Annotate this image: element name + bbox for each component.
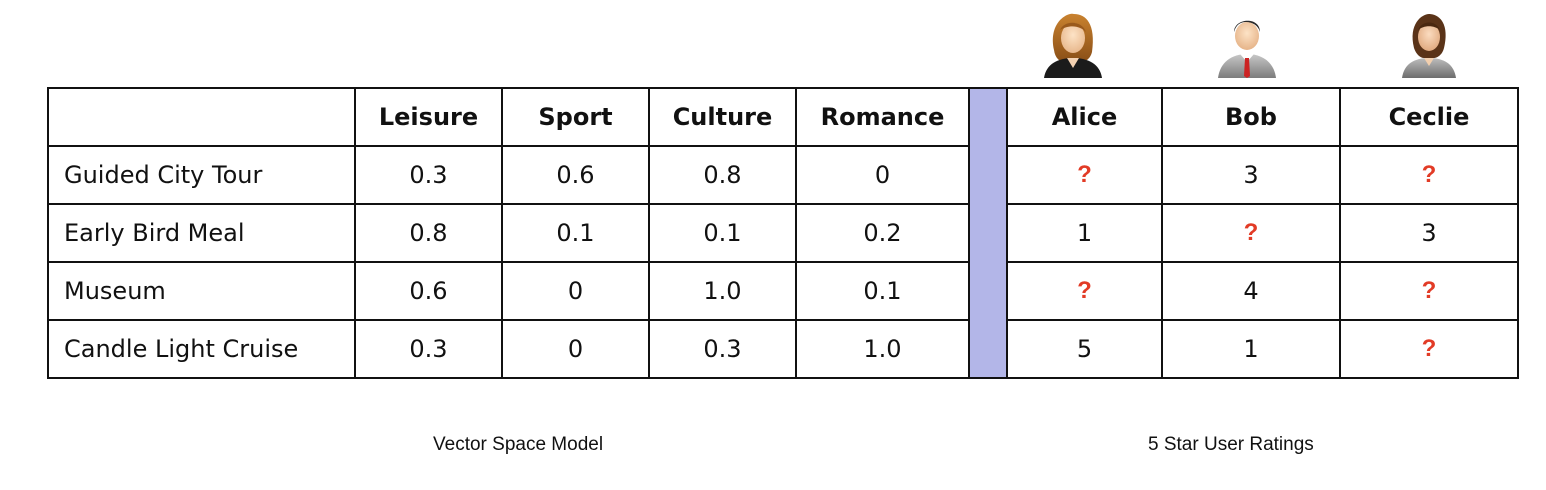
- rating-cell: 1: [1161, 319, 1341, 379]
- ceclie-avatar-icon: [1394, 12, 1464, 78]
- header-alice: Alice: [1006, 87, 1163, 147]
- feature-cell: 0: [501, 319, 650, 379]
- header-bob: Bob: [1161, 87, 1341, 147]
- row-label: Museum: [47, 261, 356, 321]
- vector-space-model-caption: Vector Space Model: [433, 434, 604, 455]
- feature-cell: 0.2: [795, 203, 970, 263]
- table-row: Candle Light Cruise 0.3 0 0.3 1.0 5 1 ?: [47, 319, 1519, 379]
- feature-cell: 0.3: [354, 145, 503, 205]
- header-row: Leisure Sport Culture Romance Alice Bob …: [47, 87, 1519, 379]
- header-ceclie: Ceclie: [1339, 87, 1519, 147]
- rating-cell: 3: [1339, 203, 1519, 263]
- feature-cell: 0.6: [354, 261, 503, 321]
- feature-cell: 0.8: [648, 145, 797, 205]
- feature-cell: 0.6: [501, 145, 650, 205]
- feature-cell: 0.3: [354, 319, 503, 379]
- separator-column: [968, 87, 1008, 379]
- feature-cell: 0.8: [354, 203, 503, 263]
- feature-cell: 0: [795, 145, 970, 205]
- rating-cell: ?: [1161, 203, 1341, 263]
- table-row: Early Bird Meal 0.8 0.1 0.1 0.2 1 ? 3: [47, 203, 1519, 263]
- feature-cell: 1.0: [795, 319, 970, 379]
- rating-cell: ?: [1006, 145, 1163, 205]
- rating-cell: 1: [1006, 203, 1163, 263]
- table-row: Museum 0.6 0 1.0 0.1 ? 4 ?: [47, 261, 1519, 321]
- alice-avatar-icon: [1038, 12, 1108, 78]
- user-ratings-caption: 5 Star User Ratings: [1148, 434, 1314, 455]
- rating-cell: ?: [1006, 261, 1163, 321]
- feature-cell: 0.1: [795, 261, 970, 321]
- header-sport: Sport: [501, 87, 650, 147]
- header-romance: Romance: [795, 87, 970, 147]
- row-label: Guided City Tour: [47, 145, 356, 205]
- row-label: Early Bird Meal: [47, 203, 356, 263]
- row-label: Candle Light Cruise: [47, 319, 356, 379]
- rating-cell: 4: [1161, 261, 1341, 321]
- corner-cell: [47, 87, 356, 147]
- rating-cell: 3: [1161, 145, 1341, 205]
- ratings-table: Leisure Sport Culture Romance Alice Bob …: [47, 87, 1519, 379]
- rating-cell: ?: [1339, 319, 1519, 379]
- feature-cell: 1.0: [648, 261, 797, 321]
- header-leisure: Leisure: [354, 87, 503, 147]
- table-row: Guided City Tour 0.3 0.6 0.8 0 ? 3 ?: [47, 145, 1519, 205]
- rating-cell: ?: [1339, 145, 1519, 205]
- bob-avatar-icon: [1212, 12, 1282, 78]
- header-culture: Culture: [648, 87, 797, 147]
- feature-cell: 0: [501, 261, 650, 321]
- rating-cell: ?: [1339, 261, 1519, 321]
- feature-cell: 0.1: [501, 203, 650, 263]
- rating-cell: 5: [1006, 319, 1163, 379]
- feature-cell: 0.3: [648, 319, 797, 379]
- feature-cell: 0.1: [648, 203, 797, 263]
